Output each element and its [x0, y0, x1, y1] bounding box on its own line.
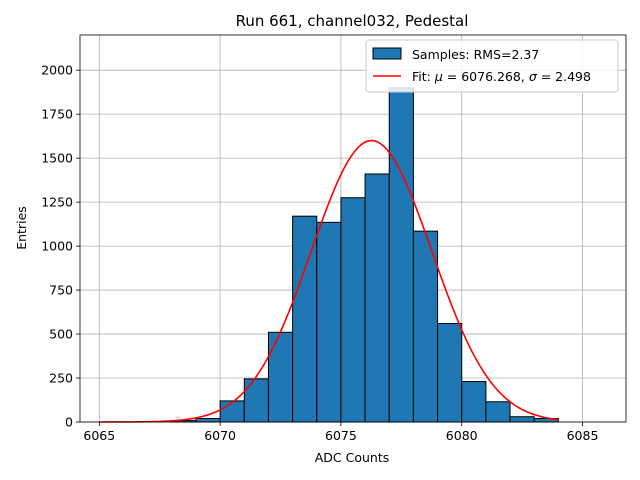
y-tick-label: 0	[65, 415, 73, 430]
histogram-bar	[388, 87, 414, 423]
legend-fit-label: Fit: μ = 6076.268, σ = 2.498	[412, 69, 591, 84]
histogram-bar	[292, 215, 318, 423]
fit-curve	[99, 139, 559, 423]
legend-fit-prefix: Fit:	[412, 69, 435, 84]
legend-fit-mu-value: = 6076.268,	[443, 69, 529, 84]
x-tick-label: 6075	[325, 428, 357, 443]
legend: Samples: RMS=2.37 Fit: μ = 6076.268, σ =…	[365, 39, 619, 93]
x-tick-label: 6085	[567, 428, 599, 443]
histogram-bar	[412, 230, 439, 423]
y-tick-label: 1000	[41, 239, 73, 254]
histogram-bar	[195, 417, 221, 423]
axes-frame	[79, 34, 627, 423]
legend-histogram-label: Samples: RMS=2.37	[412, 47, 539, 62]
histogram-bar	[485, 401, 511, 423]
histogram-bars	[171, 87, 559, 423]
y-tick-label: 1750	[41, 107, 73, 122]
legend-histogram-swatch	[372, 47, 402, 60]
histogram-bar	[509, 416, 535, 423]
histogram-bar	[364, 173, 390, 423]
x-axis-label: ADC Counts	[315, 450, 390, 465]
y-tick-label: 2000	[41, 63, 73, 78]
x-tick-label: 6080	[446, 428, 478, 443]
histogram-bar	[437, 322, 463, 423]
histogram-bar	[316, 221, 342, 423]
legend-fit-mu-symbol: μ	[434, 69, 443, 84]
chart-title: Run 661, channel032, Pedestal	[236, 12, 469, 30]
x-tick-label: 6070	[204, 428, 236, 443]
histogram-bar	[461, 381, 487, 423]
y-axis-ticks: 0 250 500 750 1000 1250 1500 1750 2000	[41, 63, 80, 430]
histogram-bar	[243, 378, 269, 423]
y-axis-label: Entries	[14, 206, 29, 250]
histogram-bar	[219, 400, 245, 423]
y-tick-label: 750	[49, 283, 73, 298]
x-tick-label: 6065	[83, 428, 115, 443]
histogram-bar	[267, 331, 294, 423]
legend-fit-sigma-symbol: σ	[529, 69, 538, 84]
fit-curve-group	[99, 139, 559, 423]
histogram-bar	[340, 197, 366, 423]
legend-box	[365, 39, 619, 93]
y-tick-label: 250	[49, 371, 73, 386]
y-tick-label: 1500	[41, 151, 73, 166]
y-tick-label: 500	[49, 327, 73, 342]
y-tick-label: 1250	[41, 195, 73, 210]
x-axis-ticks: 6065 6070 6075 6080 6085	[83, 422, 598, 443]
legend-fit-sigma-value: = 2.498	[537, 69, 591, 84]
